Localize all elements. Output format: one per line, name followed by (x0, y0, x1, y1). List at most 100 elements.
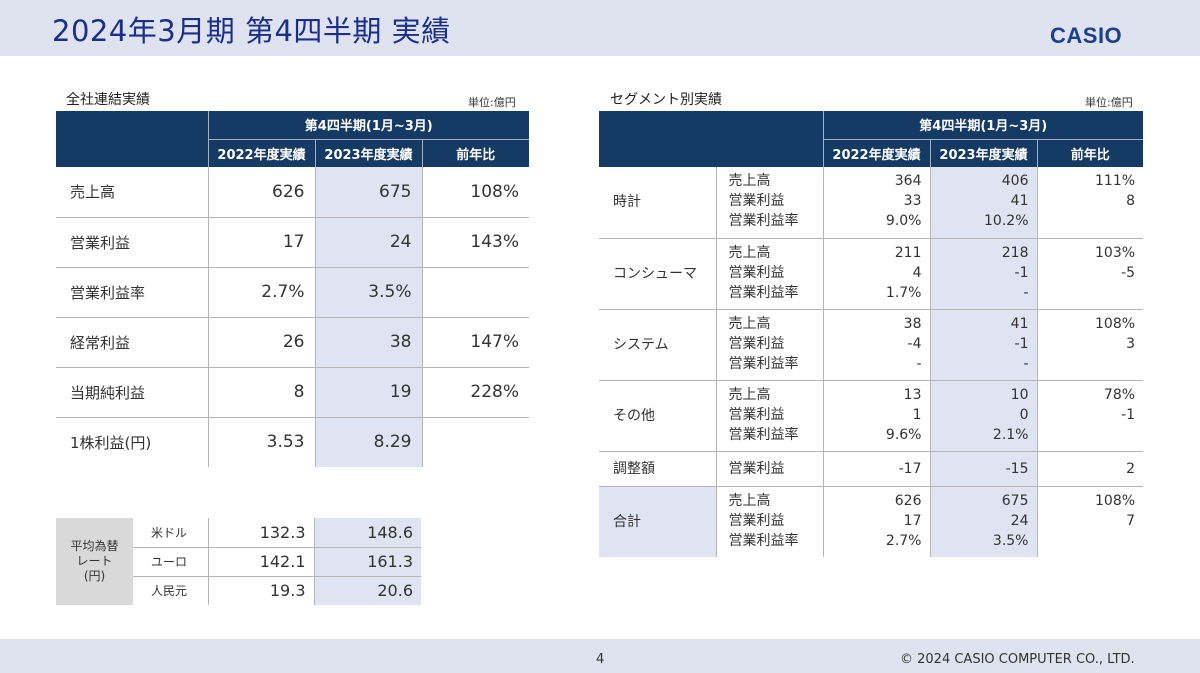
row-label: 経常利益 (56, 317, 208, 368)
col-header-yoy: 前年比 (1036, 138, 1144, 167)
cell-prev: 142.1 (207, 547, 314, 577)
cell-prev: 19.3 (207, 576, 314, 605)
cell-curr: 19 (314, 367, 422, 418)
table-row: 売上高 626 675 108% (56, 167, 530, 218)
cell-curr: 41 -1- (929, 309, 1037, 381)
cell-yoy: 147% (421, 317, 530, 368)
cell-yoy: 111% 8 (1036, 167, 1144, 239)
cell-curr: 148.6 (313, 518, 421, 548)
segment-name: システム (599, 309, 716, 381)
cell-yoy (421, 417, 530, 467)
segment-row: その他 売上高 営業利益 営業利益率 13 1 9.6% 10 0 2.1% 78% -1 (599, 380, 1144, 452)
casio-logo: CASIO (1050, 23, 1123, 48)
cell-yoy: 78% -1 (1036, 380, 1144, 452)
period-header: 第4四半期(1月~3月) (207, 111, 530, 139)
cell-prev: 38 -4- (822, 309, 930, 381)
header-blank (599, 111, 823, 167)
adjustment-row: 調整額 営業利益 -17 -15 2 (599, 451, 1144, 487)
cell-curr: -15 (929, 451, 1037, 487)
segment-name: 調整額 (599, 451, 716, 487)
cell-yoy: 2 (1036, 451, 1144, 487)
row-label: 営業利益 (56, 217, 208, 268)
row-label: 1株利益(円) (70, 433, 152, 452)
cell-prev: 26 (207, 317, 315, 368)
consolidated-unit: 単位:億円 (468, 96, 516, 109)
cell-yoy: 108% 7 (1036, 486, 1144, 557)
cell-prev: 2.7% (207, 267, 315, 318)
fx-rate-table: 平均為替 レート (円) 米ドル 132.3 148.6 ユーロ 142.1 1… (56, 518, 421, 605)
row-label: 当期純利益 (56, 367, 208, 418)
segment-name: その他 (599, 380, 716, 452)
col-header-curr: 2023年度実績 (929, 138, 1037, 167)
currency-label: 米ドル (133, 518, 208, 548)
cell-curr: 218 -1- (929, 238, 1037, 310)
cell-yoy (421, 267, 530, 318)
cell-yoy: 103% -5 (1036, 238, 1144, 310)
cell-prev: 17 (207, 217, 315, 268)
cell-curr: 8.29 (314, 417, 422, 467)
metric-label: 営業利益 (715, 451, 823, 487)
consolidated-table: 第4四半期(1月~3月) 2022年度実績 2023年度実績 前年比 売上高 6… (56, 111, 530, 467)
cell-prev: 211 4 1.7% (822, 238, 930, 310)
segment-row: システム 売上高 営業利益 営業利益率 38 -4- 41 -1- 108% 3 (599, 309, 1144, 381)
cell-prev: 364 33 9.0% (822, 167, 930, 239)
currency-label: 人民元 (151, 584, 188, 599)
cell-yoy: 108% 3 (1036, 309, 1144, 381)
cell-prev: 13 1 9.6% (822, 380, 930, 452)
cell-curr: 10 0 2.1% (929, 380, 1037, 452)
col-header-prev: 2022年度実績 (822, 138, 930, 167)
segment-name: 合計 (599, 486, 716, 557)
total-row: 合計 売上高 営業利益 営業利益率 626 17 2.7% 675 24 3.5% 108%… (599, 486, 1144, 557)
table-row: 経常利益 26 38 147% (56, 317, 530, 368)
cell-curr: 406 41 10.2% (929, 167, 1037, 239)
cell-yoy: 108% (421, 167, 530, 218)
row-label: 売上高 (56, 167, 208, 218)
page-title: 2024年3月期 第4四半期 実績 (52, 14, 451, 48)
table-row: 人民元 19.3 20.6 (56, 576, 421, 605)
consolidated-title: 全社連結実績 (66, 92, 150, 108)
cell-curr: 3.5% (314, 267, 422, 318)
table-row: 1株利益(円) 3.53 8.29 (56, 417, 530, 467)
segment-table: 第4四半期(1月~3月) 2022年度実績 2023年度実績 前年比 時計 売上… (599, 111, 1144, 557)
cell-yoy: 228% (421, 367, 530, 418)
metric-labels: 売上高 営業利益 営業利益率 (715, 238, 823, 310)
header-blank (56, 111, 208, 167)
cell-curr: 675 (314, 167, 422, 218)
row-label: 営業利益率 (56, 267, 208, 318)
table-row: 当期純利益 8 19 228% (56, 367, 530, 418)
period-header: 第4四半期(1月~3月) (822, 111, 1144, 139)
metric-labels: 売上高 営業利益 営業利益率 (715, 167, 823, 239)
cell-curr: 675 24 3.5% (929, 486, 1037, 557)
segment-name: 時計 (599, 167, 716, 239)
cell-curr: 24 (314, 217, 422, 268)
cell-prev: 8 (207, 367, 315, 418)
cell-prev: -17 (822, 451, 930, 487)
cell-prev: 626 17 2.7% (822, 486, 930, 557)
table-row: 営業利益 17 24 143% (56, 217, 530, 268)
footer-band (0, 639, 1200, 673)
cell-prev: 3.53 (207, 417, 315, 467)
fx-header: 平均為替 レート (円) (56, 518, 133, 605)
cell-curr: 20.6 (313, 576, 421, 605)
segment-row: コンシューマ 売上高 営業利益 営業利益率 211 4 1.7% 218 -1- 103%… (599, 238, 1144, 310)
copyright: © 2024 CASIO COMPUTER CO., LTD. (900, 652, 1135, 667)
header-band (0, 0, 1200, 56)
table-row: 営業利益率 2.7% 3.5% (56, 267, 530, 318)
col-header-curr: 2023年度実績 (314, 138, 422, 167)
cell-prev: 626 (207, 167, 315, 218)
cell-curr: 38 (314, 317, 422, 368)
metric-labels: 売上高 営業利益 営業利益率 (715, 380, 823, 452)
segment-unit: 単位:億円 (1085, 96, 1133, 109)
segment-name: コンシューマ (599, 238, 716, 310)
cell-yoy: 143% (421, 217, 530, 268)
table-row: ユーロ 142.1 161.3 (56, 547, 421, 577)
col-header-yoy: 前年比 (421, 138, 530, 167)
page-number: 4 (596, 652, 605, 667)
currency-label: ユーロ (133, 547, 208, 577)
table-row: 平均為替 レート (円) 米ドル 132.3 148.6 (56, 518, 421, 605)
cell-prev: 132.3 (207, 518, 314, 548)
segment-title: セグメント別実績 (610, 92, 722, 108)
cell-curr: 161.3 (313, 547, 421, 577)
segment-row: 時計 売上高 営業利益 営業利益率 364 33 9.0% 406 41 10.2% 111… (599, 167, 1144, 239)
col-header-prev: 2022年度実績 (207, 138, 315, 167)
